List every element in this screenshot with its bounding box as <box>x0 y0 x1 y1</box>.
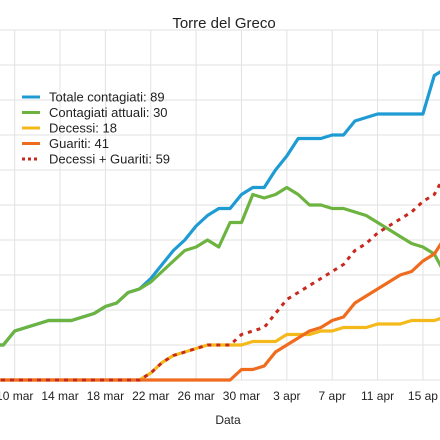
x-tick-label: 11 apr <box>361 389 394 403</box>
x-tick-label: 22 mar <box>132 389 169 403</box>
x-axis-label: Data <box>215 413 241 427</box>
legend-label: Totale contagiati: 89 <box>49 90 165 105</box>
grid-lines <box>0 29 440 381</box>
x-tick-label: 15 ap <box>408 389 438 403</box>
legend-label: Decessi: 18 <box>49 121 117 136</box>
series-line-4 <box>0 242 440 382</box>
x-tick-label: 18 mar <box>87 389 124 403</box>
series-line-5 <box>0 180 440 382</box>
chart-title: Torre del Greco <box>172 15 275 32</box>
x-tick-label: 7 apr <box>319 389 346 403</box>
x-tick-label: 10 mar <box>0 389 33 403</box>
series-line-3 <box>0 317 440 382</box>
legend-label: Guariti: 41 <box>49 136 109 151</box>
x-tick-label: 3 apr <box>273 389 300 403</box>
x-tick-label: 26 mar <box>177 389 214 403</box>
x-tick-label: 14 mar <box>41 389 78 403</box>
x-tick-label: 30 mar <box>223 389 260 403</box>
series-line-2 <box>0 185 440 347</box>
legend-label: Decessi + Guariti: 59 <box>49 152 170 167</box>
series-lines <box>0 70 440 382</box>
legend-label: Contagiati attuali: 30 <box>49 105 168 120</box>
